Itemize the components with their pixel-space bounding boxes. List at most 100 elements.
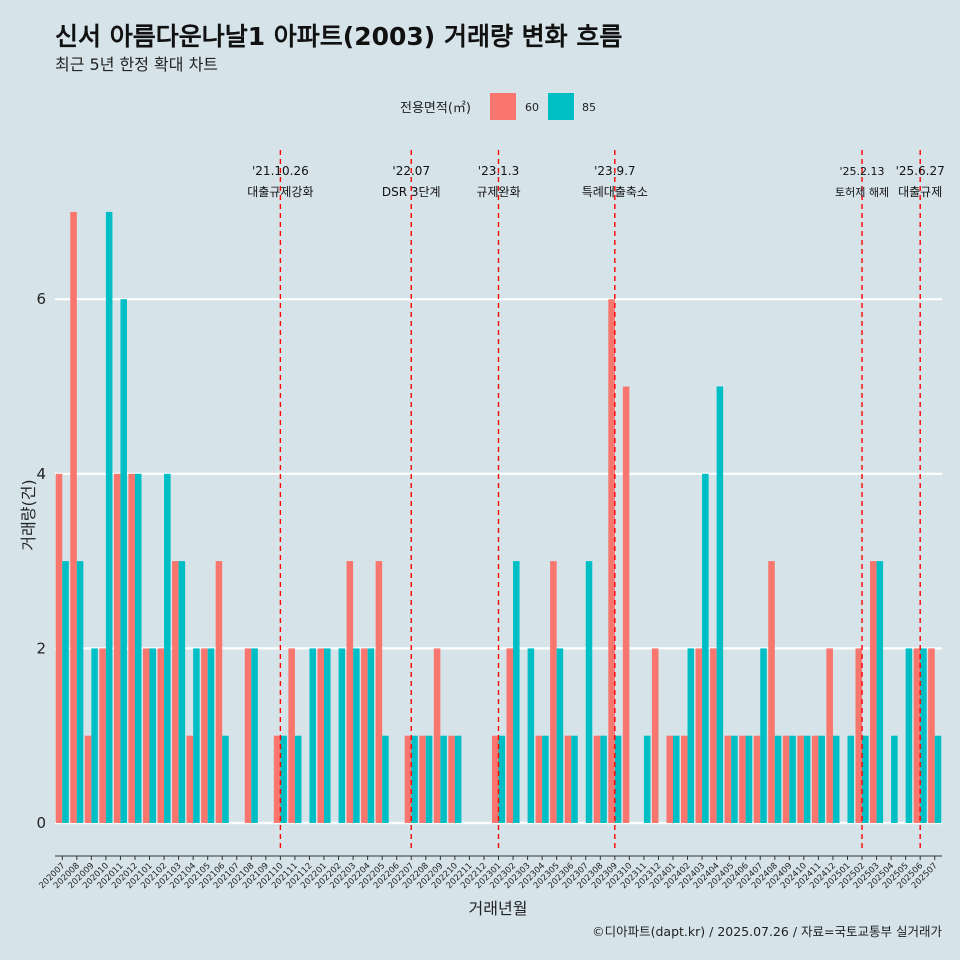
bar-85-202402 — [687, 648, 695, 823]
bar-60-202407 — [753, 735, 761, 823]
bar-85-202207 — [411, 735, 418, 823]
bar-85-202104 — [193, 648, 200, 823]
bar-60-202302 — [506, 648, 514, 823]
bar-85-202407 — [760, 648, 767, 823]
legend-title: 전용면적(㎡) — [400, 101, 471, 116]
bar-60-202304 — [535, 735, 543, 823]
bar-85-202204 — [367, 648, 375, 823]
bar-85-202307 — [585, 561, 593, 823]
bar-85-202202 — [338, 648, 346, 823]
bar-85-202110 — [280, 735, 287, 823]
bar-60-202009 — [84, 735, 92, 823]
bar-60-202502 — [855, 648, 863, 823]
bar-60-202012 — [128, 473, 135, 823]
bar-85-202311 — [643, 735, 651, 823]
bar-60-202110 — [273, 735, 281, 823]
bar-85-202501 — [847, 735, 855, 823]
annotation-date-202309: '23.9.7 — [594, 164, 635, 178]
bar-85-202210 — [454, 735, 462, 823]
annotations: '21.10.26 대출규제강화 '22.07 DSR 3단계 '23.1.3 규제완화 '… — [247, 164, 944, 199]
bar-60-202008 — [70, 211, 77, 823]
bar-85-202406 — [745, 735, 753, 823]
y-tick-2: 2 — [36, 639, 46, 657]
annotation-label-202309: 특례대출축소 — [582, 185, 648, 199]
bar-60-202209 — [433, 648, 441, 823]
bar-85-202405 — [731, 735, 738, 823]
chart-title: 신서 아름다운나날1 아파트(2003) 거래량 변화 흐름 — [55, 22, 622, 51]
bar-60-202207 — [404, 735, 412, 823]
bar-60-202011 — [113, 473, 121, 823]
bar-60-202412 — [826, 648, 833, 823]
bar-85-202505 — [905, 648, 913, 823]
annotation-label-202502: 토허제 해제 — [835, 185, 889, 199]
bar-85-202403 — [702, 473, 709, 823]
bar-60-202103 — [172, 561, 179, 823]
bar-60-202208 — [419, 735, 426, 823]
y-axis-title: 거래량(건) — [19, 479, 38, 550]
bar-60-202410 — [797, 735, 804, 823]
bar-60-202503 — [870, 561, 877, 823]
legend-label-60: 60 — [525, 101, 539, 114]
annotation-date-202110: '21.10.26 — [252, 164, 309, 178]
y-tick-0: 0 — [36, 814, 46, 832]
bar-60-202403 — [695, 648, 703, 823]
bar-60-202104 — [186, 735, 194, 823]
bar-60-202102 — [157, 648, 165, 823]
caption: ©디아파트(dapt.kr) / 2025.07.26 / 자료=국토교통부 실… — [592, 924, 942, 939]
legend-swatch-85 — [548, 93, 574, 120]
bar-85-202409 — [789, 735, 796, 823]
bar-60-202101 — [142, 648, 150, 823]
annotation-date-202301: '23.1.3 — [478, 164, 519, 178]
bar-60-202405 — [724, 735, 732, 823]
bar-60-202210 — [448, 735, 455, 823]
bar-85-202506 — [920, 648, 927, 823]
x-axis: 2020072020082020092020102020112020122021… — [37, 855, 942, 891]
bar-85-202308 — [600, 735, 607, 823]
annotation-label-202110: 대출규제강화 — [247, 185, 313, 199]
bar-85-202303 — [527, 648, 535, 823]
bar-85-202011 — [120, 299, 127, 823]
bar-85-202301 — [498, 735, 506, 823]
bar-60-202204 — [361, 648, 368, 823]
bar-60-202108 — [244, 648, 252, 823]
bar-85-202412 — [832, 735, 840, 823]
bar-60-202105 — [201, 648, 208, 823]
bar-85-202201 — [324, 648, 331, 823]
bar-85-202008 — [76, 561, 84, 823]
bar-85-202408 — [774, 735, 782, 823]
bar-60-202506 — [913, 648, 921, 823]
bar-85-202102 — [164, 473, 171, 823]
annotation-label-202207: DSR 3단계 — [382, 185, 441, 199]
bar-85-202304 — [542, 735, 549, 823]
bar-60-202301 — [491, 735, 499, 823]
annotation-date-202207: '22.07 — [392, 164, 430, 178]
bar-60-202507 — [928, 648, 935, 823]
bar-85-202203 — [353, 648, 360, 823]
bar-85-202010 — [105, 211, 113, 823]
bar-85-202305 — [556, 648, 564, 823]
bar-85-202503 — [876, 561, 884, 823]
bar-85-202103 — [178, 561, 186, 823]
bar-60-202309 — [608, 299, 615, 823]
bar-85-202205 — [382, 735, 389, 823]
annotation-date-202502: '25.2.13 — [840, 165, 885, 178]
bar-60-202201 — [317, 648, 325, 823]
bar-85-202504 — [891, 735, 898, 823]
bar-85-202209 — [440, 735, 447, 823]
bar-85-202411 — [818, 735, 825, 823]
bar-60-202007 — [55, 473, 63, 823]
bar-60-202203 — [346, 561, 354, 823]
bar-60-202308 — [593, 735, 601, 823]
bar-60-202306 — [564, 735, 572, 823]
bar-60-202406 — [739, 735, 746, 823]
bar-60-202402 — [680, 735, 688, 823]
bar-85-202208 — [425, 735, 433, 823]
bar-60-202312 — [651, 648, 659, 823]
bar-60-202106 — [215, 561, 223, 823]
bar-60-202305 — [550, 561, 557, 823]
annotation-label-202301: 규제완화 — [476, 185, 520, 199]
bar-60-202310 — [622, 386, 630, 823]
bar-60-202409 — [782, 735, 790, 823]
bar-60-202401 — [666, 735, 673, 823]
bars — [55, 211, 942, 823]
